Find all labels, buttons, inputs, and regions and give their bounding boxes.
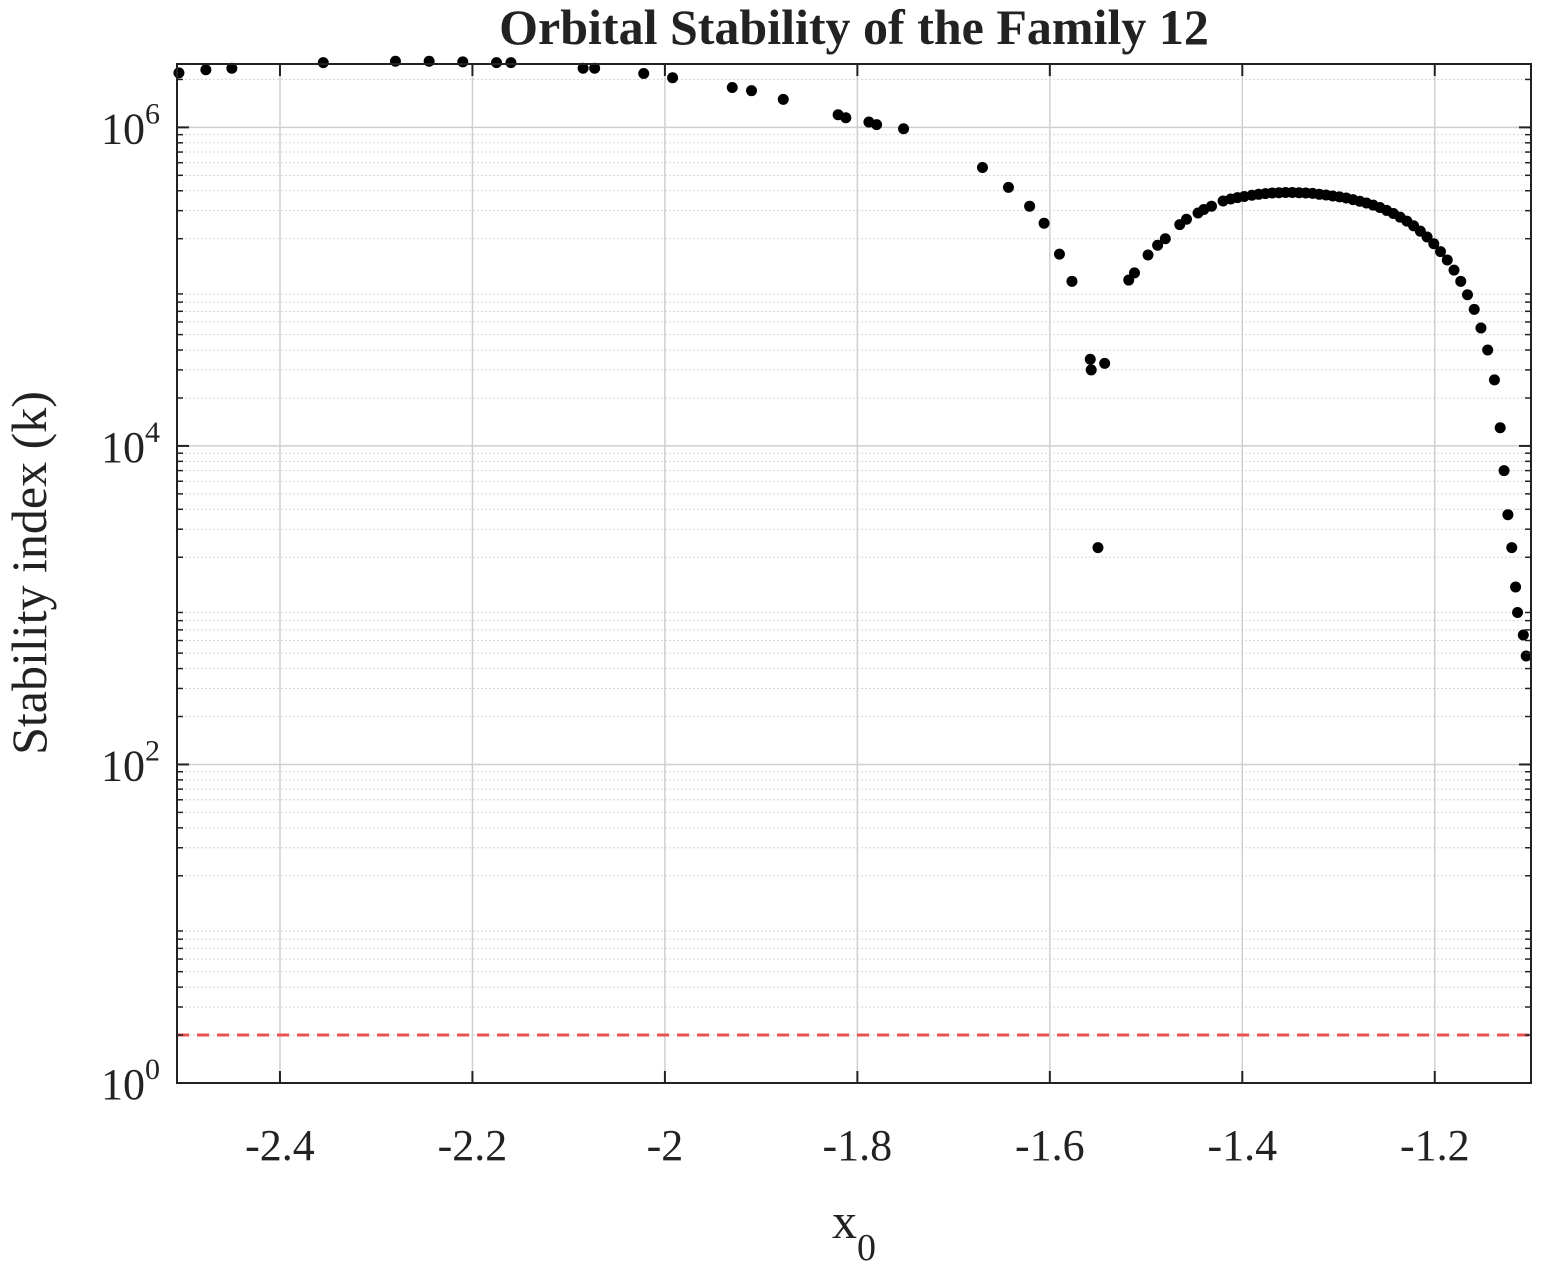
data-point xyxy=(457,56,469,68)
data-point xyxy=(1024,200,1036,212)
x-axis-label-main: x xyxy=(832,1193,857,1249)
minor-grid xyxy=(177,78,1531,1036)
data-point xyxy=(1428,238,1440,250)
data-point xyxy=(1142,249,1154,261)
data-point xyxy=(1475,322,1487,334)
data-point xyxy=(317,57,329,69)
x-axis-label-subscript: 0 xyxy=(857,1227,876,1269)
data-point xyxy=(1085,364,1097,376)
data-point xyxy=(1159,233,1171,245)
data-point xyxy=(200,64,212,76)
data-point xyxy=(577,62,589,74)
data-point xyxy=(726,81,738,93)
x-tick-label: -2.2 xyxy=(438,1121,508,1170)
data-point xyxy=(389,55,401,67)
data-point xyxy=(1053,248,1065,260)
data-point xyxy=(1092,542,1104,554)
data-point xyxy=(1494,422,1506,434)
data-point xyxy=(1421,231,1433,243)
data-point xyxy=(1482,344,1494,356)
y-tick-label: 104 xyxy=(101,416,160,472)
data-point xyxy=(1435,246,1447,258)
data-point xyxy=(173,67,185,79)
data-point xyxy=(898,123,910,135)
x-axis-label: x0 xyxy=(832,1193,876,1269)
data-point xyxy=(589,62,601,74)
data-point xyxy=(1455,275,1467,287)
axis-ticks xyxy=(177,64,1531,1084)
x-tick-label: -2 xyxy=(647,1121,684,1170)
y-tick-labels: 100 102 104 106 xyxy=(101,97,160,1109)
chart-title: Orbital Stability of the Family 12 xyxy=(499,0,1209,55)
data-point xyxy=(1066,275,1078,287)
plot-frame xyxy=(176,63,1532,1084)
data-point xyxy=(1441,254,1453,266)
plot-area xyxy=(177,64,1531,1083)
data-point xyxy=(1180,213,1192,225)
x-tick-label: -1.2 xyxy=(1400,1121,1470,1170)
data-point xyxy=(1038,217,1050,229)
data-point xyxy=(226,62,238,74)
data-point xyxy=(1206,200,1218,212)
data-point xyxy=(638,67,650,79)
data-point xyxy=(1510,581,1522,593)
data-point xyxy=(667,72,679,84)
data-point xyxy=(1512,606,1524,618)
data-point xyxy=(871,119,883,131)
data-point xyxy=(1468,303,1480,315)
data-point xyxy=(1498,465,1510,477)
data-point xyxy=(777,93,789,105)
x-tick-label: -2.4 xyxy=(245,1121,315,1170)
data-point xyxy=(1099,357,1111,369)
data-point xyxy=(490,57,502,69)
data-point xyxy=(423,55,435,67)
y-tick-label: 106 xyxy=(101,97,160,153)
x-tick-label: -1.4 xyxy=(1207,1121,1277,1170)
data-point xyxy=(1002,181,1014,193)
x-tick-labels: -2.4 -2.2 -2 -1.8 -1.6 -1.4 -1.2 xyxy=(245,1121,1469,1170)
data-point xyxy=(1506,542,1518,554)
data-point xyxy=(1152,239,1164,251)
x-tick-label: -1.8 xyxy=(823,1121,893,1170)
y-tick-label: 100 xyxy=(101,1053,160,1109)
data-point xyxy=(1448,264,1460,276)
data-point xyxy=(505,57,517,69)
data-point xyxy=(1084,353,1096,365)
data-point xyxy=(1461,289,1473,301)
x-tick-label: -1.6 xyxy=(1015,1121,1085,1170)
data-point xyxy=(1517,629,1529,641)
data-points xyxy=(173,55,1532,662)
data-point xyxy=(840,112,852,124)
data-point xyxy=(976,161,988,173)
data-point xyxy=(1488,374,1500,386)
data-point xyxy=(746,85,758,97)
data-point xyxy=(1502,509,1514,521)
data-point xyxy=(1129,267,1141,279)
y-axis-label: Stability index (k) xyxy=(1,391,57,755)
y-tick-label: 102 xyxy=(101,734,160,790)
